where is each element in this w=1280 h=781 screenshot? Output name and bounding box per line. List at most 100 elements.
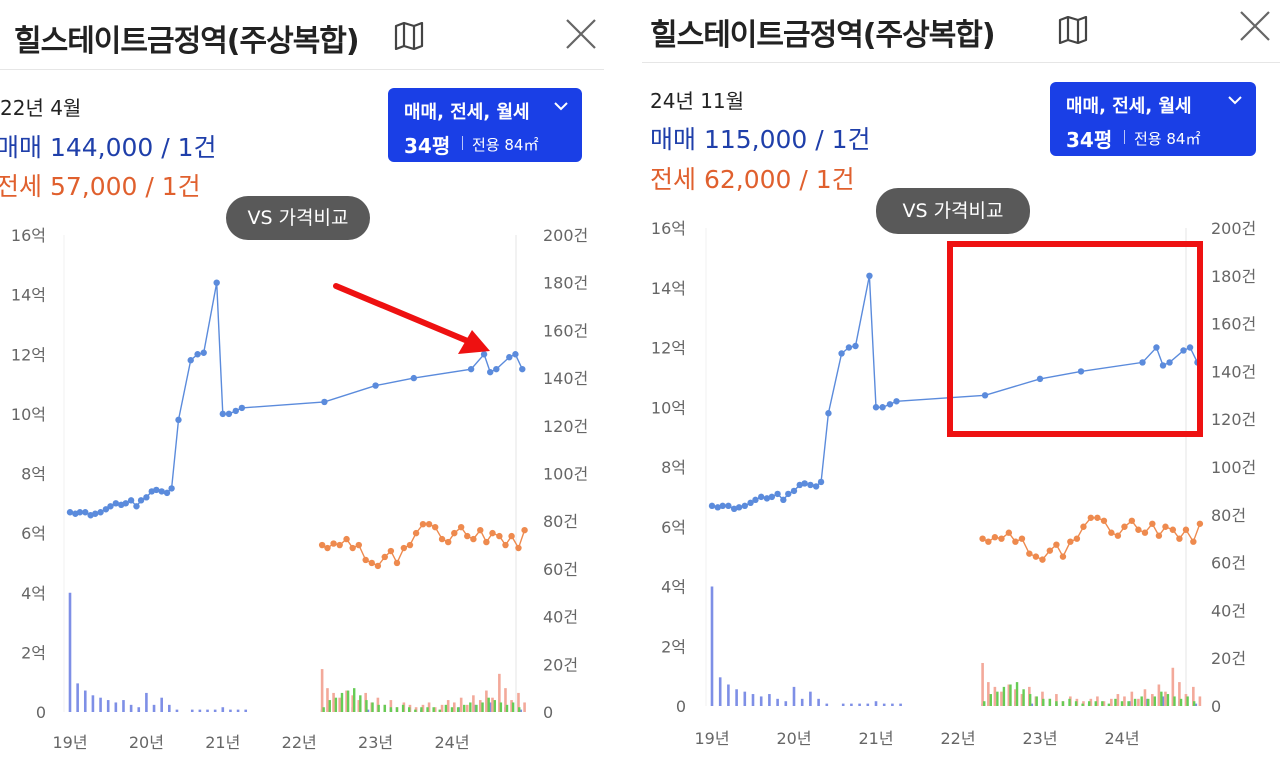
chevron-down-icon (554, 102, 568, 111)
lease-volume-bar (1123, 696, 1126, 706)
vs-compare-button[interactable]: VS 가격비교 (226, 196, 370, 240)
monthly-volume-bar (1088, 701, 1091, 706)
monthly-volume-bar (1153, 696, 1156, 706)
sale-volume-bar (190, 709, 194, 712)
lease-volume-bar (1171, 667, 1175, 706)
lease-volume-bar (517, 692, 520, 712)
monthly-volume-bar (511, 702, 515, 712)
sale-price-point (225, 410, 233, 418)
sale-price-point (143, 494, 150, 501)
page-title: 힐스테이트금정역(주상복합) (650, 18, 996, 53)
monthly-volume-bar (1042, 698, 1045, 706)
sale-price-point (714, 504, 721, 511)
y-left-tick-label: 4억 (21, 584, 46, 603)
sale-price-point (1159, 362, 1167, 369)
map-icon[interactable] (1058, 16, 1088, 44)
lease-price-point (381, 553, 388, 561)
sale-price-point (102, 506, 110, 513)
lease-price-point (508, 532, 515, 540)
monthly-volume-bar (1002, 686, 1006, 706)
sale-price-point (796, 481, 803, 489)
close-icon[interactable] (1238, 9, 1272, 43)
lease-price-point (406, 541, 414, 549)
y-left-tick-label: 0 (36, 703, 46, 722)
x-tick-label: 20년 (129, 733, 164, 752)
sale-volume-bar (800, 698, 804, 706)
sale-volume-bar (213, 709, 217, 712)
lease-price-point (515, 544, 522, 552)
sale-price-point (97, 509, 104, 516)
y-right-tick-label: 0 (543, 703, 553, 722)
lease-volume-bar (357, 700, 361, 712)
sale-price-point (480, 351, 488, 358)
sale-price-point (719, 502, 726, 510)
y-right-tick-label: 160건 (1211, 315, 1256, 334)
sale-volume-bar (1128, 701, 1132, 706)
lease-volume-bar (440, 704, 444, 712)
area-label: 전용 84㎡ (1134, 130, 1201, 148)
y-right-tick-label: 140건 (1211, 362, 1256, 381)
monthly-volume-bar (1173, 696, 1176, 706)
lease-price-point (1162, 523, 1169, 530)
lease-volume-bar (1198, 696, 1202, 706)
sale-price-point (137, 497, 145, 504)
sale-volume-bar (91, 695, 95, 712)
sale-price-point (82, 509, 89, 516)
sale-price-point (730, 505, 738, 513)
lease-price-point (1135, 526, 1142, 533)
chevron-down-icon (1228, 96, 1242, 105)
lease-volume-bar (491, 697, 494, 712)
sale-volume-bar (244, 709, 248, 712)
sale-volume-bar (825, 703, 829, 706)
y-left-tick-label: 2억 (21, 643, 46, 662)
lease-price-point (1005, 529, 1013, 536)
lease-volume-bar (1157, 684, 1161, 706)
y-left-tick-label: 16억 (651, 219, 686, 238)
sale-volume-bar (727, 684, 730, 706)
lease-volume-bar (332, 692, 335, 712)
sale-volume-bar (198, 709, 202, 712)
sale-volume-bar (866, 703, 870, 706)
deal-filter-button[interactable]: 매매, 전세, 월세 34평 전용 84㎡ (388, 88, 582, 162)
monthly-volume-bar (328, 700, 331, 712)
pyeong-label: 34평 (1066, 128, 1113, 152)
lease-price-point (1155, 532, 1163, 539)
annotation-arrow-head (458, 330, 490, 354)
y-right-tick-label: 140건 (543, 369, 588, 388)
y-right-tick-label: 120건 (1211, 410, 1256, 429)
deal-types-label: 매매, 전세, 월세 (1066, 96, 1192, 117)
sale-price-point (194, 351, 201, 358)
close-icon[interactable] (564, 17, 598, 51)
lease-volume-bar (452, 702, 456, 712)
vs-compare-button[interactable]: VS 가격비교 (876, 188, 1030, 234)
sale-volume-bar (899, 703, 902, 706)
x-tick-label: 19년 (52, 733, 87, 752)
lease-volume-bar (1102, 701, 1106, 706)
lease-price-point (330, 540, 337, 547)
lease-price-point (1059, 553, 1067, 560)
lease-volume-bar (1130, 691, 1134, 706)
lease-volume-bar (1178, 682, 1181, 706)
lease-price-point (1108, 529, 1115, 536)
lease-price-point (431, 523, 439, 531)
lease-volume-bar (389, 700, 393, 712)
monthly-volume-bar (414, 709, 417, 712)
monthly-volume-bar (1127, 701, 1130, 706)
lease-volume-bar (523, 702, 526, 712)
lease-price-point (1100, 517, 1108, 524)
x-tick-label: 21년 (858, 729, 893, 748)
lease-price-point (1067, 538, 1074, 545)
y-left-tick-label: 6억 (21, 524, 46, 543)
deal-filter-button[interactable]: 매매, 전세, 월세 34평 전용 84㎡ (1050, 82, 1256, 156)
map-icon[interactable] (394, 22, 424, 50)
lease-volume-bar (1007, 684, 1011, 706)
sale-volume-bar (817, 698, 820, 706)
lease-price-point (1196, 520, 1204, 527)
y-left-tick-label: 14억 (651, 279, 686, 298)
sale-volume-bar (83, 690, 87, 712)
monthly-volume-bar (1179, 698, 1183, 706)
sale-price-point (127, 497, 135, 504)
monthly-volume-bar (463, 704, 466, 712)
lease-volume-bar (1096, 696, 1099, 706)
sale-volume-bar (519, 709, 523, 712)
